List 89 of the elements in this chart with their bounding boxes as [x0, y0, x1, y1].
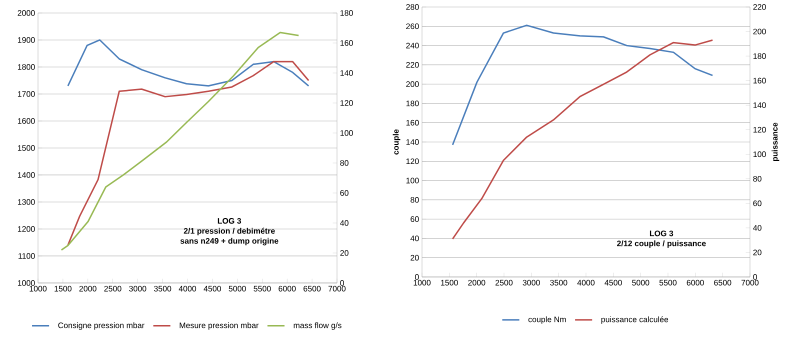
x-tick-label: 1000 — [30, 286, 47, 292]
y-tick-label: 40 — [410, 236, 419, 242]
y2-tick-label: 20 — [753, 250, 762, 256]
y2-tick-label: 40 — [753, 225, 762, 231]
x-tick-label: 2000 — [468, 280, 486, 286]
line-series — [67, 60, 310, 246]
y-tick-label: 160 — [406, 120, 419, 126]
x-tick-label: 2000 — [79, 286, 96, 292]
line-series — [452, 39, 714, 240]
y2-tick-label: 120 — [340, 100, 353, 106]
y-tick-label: 1100 — [18, 253, 35, 259]
x-tick-label: 6000 — [686, 280, 704, 286]
x-tick-label: 5500 — [254, 286, 271, 292]
x-tick-label: 1500 — [54, 286, 72, 292]
x-tick-label: 5000 — [632, 280, 650, 286]
y-tick-label: 180 — [406, 100, 419, 106]
y2-tick-label: 80 — [753, 176, 762, 182]
legend-label: puissance calculée — [601, 316, 668, 324]
y2-tick-label: 20 — [340, 250, 348, 256]
line-series — [60, 32, 300, 251]
y-tick-label: 0 — [415, 274, 419, 280]
y-tick-label: 260 — [406, 23, 419, 30]
y-tick-label: 1400 — [18, 172, 35, 178]
y2-tick-label: 220 — [753, 4, 766, 10]
y2-tick-label: 60 — [753, 200, 762, 206]
y2-tick-label: 0 — [753, 274, 757, 280]
line-series — [67, 39, 310, 87]
y2-tick-label: 140 — [753, 102, 766, 108]
y-tick-label: 140 — [406, 139, 419, 145]
x-tick-label: 6000 — [278, 286, 296, 292]
y-axis-title: couple — [392, 129, 400, 155]
annotation: LOG 3 — [218, 218, 242, 224]
y-tick-label: 1800 — [18, 64, 35, 70]
x-tick-label: 3000 — [129, 286, 146, 292]
y2-tick-label: 120 — [753, 126, 766, 133]
x-tick-label: 2500 — [104, 286, 122, 292]
y2-axis-title: puissance — [772, 122, 780, 162]
y2-tick-label: 100 — [340, 130, 353, 136]
y-tick-label: 100 — [406, 178, 419, 184]
y-tick-label: 200 — [406, 81, 419, 87]
annotation: 2/12 couple / puissance — [617, 240, 706, 248]
x-tick-label: 5000 — [228, 286, 246, 292]
legend-label: Consigne pression mbar — [58, 322, 144, 330]
y2-tick-label: 180 — [340, 10, 353, 16]
y2-tick-label: 0 — [340, 280, 344, 286]
y-tick-label: 60 — [410, 216, 419, 222]
legend-label: mass flow g/s — [294, 322, 342, 330]
annotation: sans n249 + dump origine — [180, 238, 278, 246]
x-tick-label: 4000 — [577, 280, 595, 286]
y2-tick-label: 140 — [340, 70, 353, 76]
y2-tick-label: 180 — [753, 53, 766, 59]
y2-tick-label: 160 — [753, 78, 766, 84]
y2-tick-label: 60 — [340, 190, 348, 196]
y-tick-label: 1900 — [18, 37, 35, 43]
x-tick-label: 5500 — [659, 280, 677, 286]
y2-tick-label: 160 — [340, 40, 353, 46]
x-tick-label: 6500 — [304, 286, 321, 292]
y-tick-label: 120 — [406, 158, 419, 164]
x-tick-label: 3500 — [550, 280, 568, 286]
x-tick-label: 3500 — [154, 286, 172, 292]
annotation: 2/1 pression / debimétre — [184, 228, 275, 236]
y-tick-label: 1500 — [18, 145, 35, 151]
y-tick-label: 240 — [406, 42, 419, 48]
y-tick-label: 280 — [406, 4, 419, 10]
y-tick-label: 1600 — [18, 118, 35, 124]
y-tick-label: 20 — [410, 254, 419, 261]
y-tick-label: 220 — [406, 62, 419, 68]
y2-tick-label: 200 — [753, 28, 766, 34]
y-tick-label: 1200 — [18, 226, 35, 232]
legend-label: Mesure pression mbar — [180, 322, 259, 330]
annotation: LOG 3 — [650, 230, 674, 236]
line-series — [452, 24, 714, 146]
y2-tick-label: 100 — [753, 151, 766, 158]
y2-tick-label: 80 — [340, 160, 348, 166]
x-tick-label: 7000 — [328, 286, 346, 292]
legend-label: couple Nm — [528, 316, 566, 324]
y-tick-label: 80 — [410, 197, 419, 203]
x-tick-label: 1500 — [441, 280, 458, 286]
x-tick-label: 4500 — [204, 286, 222, 292]
y2-tick-label: 40 — [340, 220, 348, 226]
y-tick-label: 1700 — [18, 91, 35, 97]
x-tick-label: 4000 — [178, 286, 196, 292]
y-tick-label: 1300 — [18, 199, 35, 205]
x-tick-label: 2500 — [496, 280, 513, 286]
x-tick-label: 3000 — [522, 280, 540, 286]
y-tick-label: 2000 — [18, 10, 35, 16]
x-tick-label: 4500 — [604, 280, 622, 286]
x-tick-label: 6500 — [714, 280, 732, 286]
x-tick-label: 7000 — [742, 280, 759, 286]
